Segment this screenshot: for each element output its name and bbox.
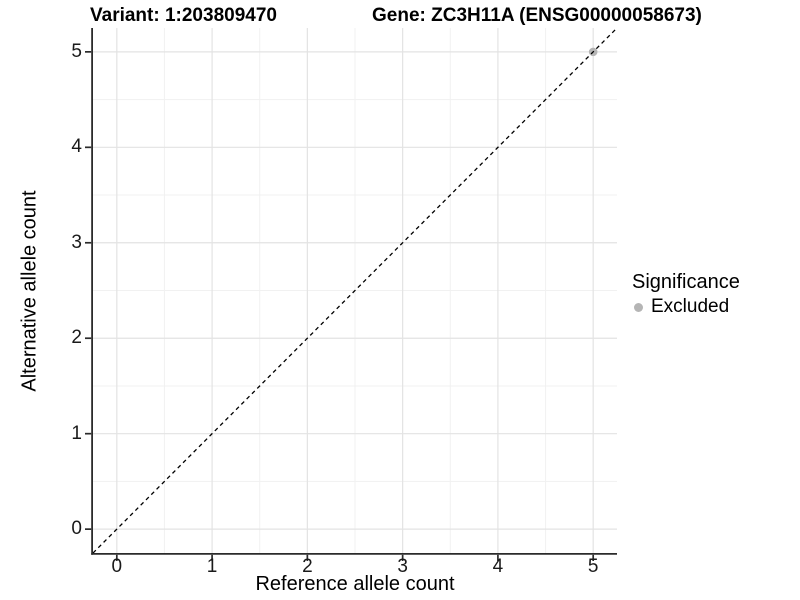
x-tick-label: 4	[492, 556, 504, 577]
identity-reference-line	[93, 28, 617, 553]
y-tick-label: 2	[71, 327, 82, 349]
x-axis-title: Reference allele count	[255, 573, 455, 595]
y-tick-label: 4	[71, 136, 82, 158]
x-tick-label: 2	[302, 556, 313, 577]
plot-title-variant: Variant: 1:203809470	[90, 5, 277, 26]
x-tick-label: 0	[111, 556, 123, 577]
legend-point-swatch-icon	[634, 302, 643, 312]
x-tick-label: 5	[587, 556, 599, 577]
y-tick-label: 5	[71, 40, 82, 62]
y-tick-label: 0	[71, 518, 82, 540]
y-axis-title: Alternative allele count	[18, 190, 41, 392]
y-tick-label: 1	[71, 422, 82, 444]
legend-item: Excluded	[632, 296, 740, 318]
y-tick-label: 3	[71, 231, 82, 253]
legend: Significance Excluded	[632, 271, 740, 318]
x-tick-label: 3	[397, 556, 408, 577]
legend-title: Significance	[632, 271, 740, 293]
plot-title-gene: Gene: ZC3H11A (ENSG00000058673)	[372, 5, 702, 26]
legend-item-label: Excluded	[651, 296, 730, 317]
x-tick-label: 1	[206, 556, 218, 577]
legend-items: Excluded	[632, 296, 740, 318]
